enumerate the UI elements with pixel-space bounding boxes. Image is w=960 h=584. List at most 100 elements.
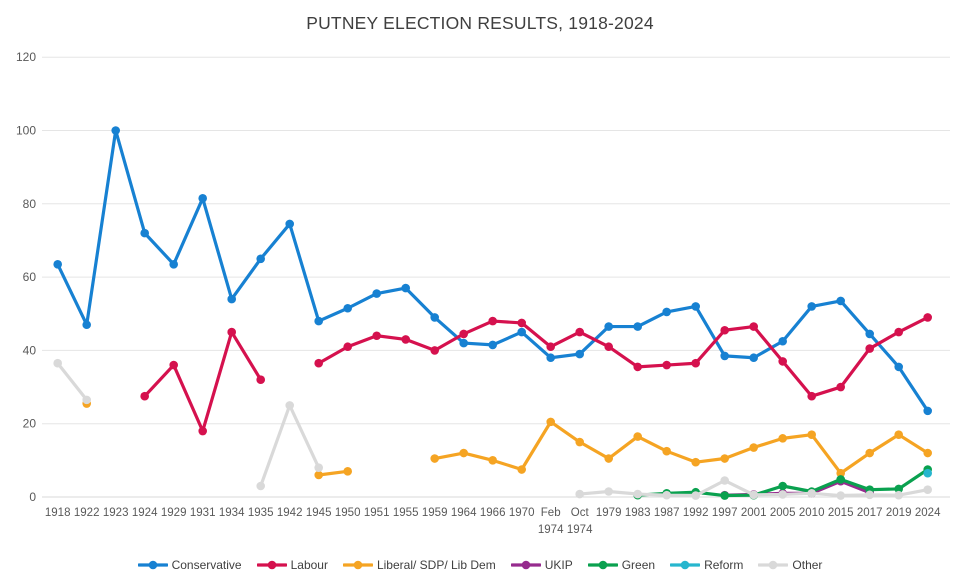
x-tick-label: 1966	[480, 507, 506, 519]
gridlines	[42, 56, 950, 498]
data-point	[865, 490, 874, 500]
x-tick-label: 1964	[451, 507, 477, 519]
data-point	[227, 327, 236, 337]
data-point	[488, 316, 498, 326]
y-tick-label: 60	[23, 270, 37, 284]
x-tick-label: 1923	[103, 507, 129, 519]
data-point	[720, 325, 729, 335]
data-point	[256, 481, 266, 491]
x-tick-label: 2024	[915, 507, 941, 519]
data-point	[111, 126, 120, 135]
legend: Conservative Labour Liberal/ SDP/ Lib Dem U…	[0, 558, 960, 572]
data-point	[343, 467, 353, 476]
series-line	[143, 330, 263, 433]
series-line	[56, 128, 930, 413]
legend-item-green: Green	[587, 558, 655, 572]
series-line	[433, 420, 930, 475]
x-tick-label: 1983	[625, 507, 651, 519]
data-point	[372, 289, 382, 298]
legend-label: Labour	[290, 558, 328, 572]
data-point	[575, 349, 584, 359]
data-point	[604, 487, 613, 496]
x-tick-label: 1918	[45, 507, 71, 519]
data-point	[691, 491, 700, 500]
data-point	[923, 313, 932, 322]
data-point	[662, 490, 671, 500]
x-tick-label: 1924	[132, 507, 158, 519]
x-tick-label: 1951	[364, 507, 390, 519]
x-tick-label: 1970	[509, 507, 535, 519]
data-point	[749, 490, 758, 500]
data-point	[778, 481, 787, 491]
x-axis-labels: 1918 1922 1923 1924 1929 1931 1934 1935 1942 1945…	[45, 507, 941, 536]
data-point	[82, 395, 91, 405]
data-point	[256, 375, 266, 385]
data-point	[314, 470, 324, 480]
data-point	[140, 391, 149, 401]
x-tick-label: 2010	[799, 507, 825, 519]
data-point	[575, 327, 584, 337]
data-point	[169, 259, 178, 269]
x-tick-label: 1942	[277, 507, 303, 519]
data-point	[285, 401, 295, 410]
x-tick-label: 1935	[248, 507, 274, 519]
x-tick-label: 1929	[161, 507, 187, 519]
data-point	[256, 254, 266, 264]
data-point	[430, 454, 440, 463]
data-point	[401, 335, 411, 344]
data-point	[430, 346, 440, 355]
series-line	[317, 315, 930, 398]
data-point	[923, 448, 932, 458]
data-point	[720, 351, 729, 361]
data-point	[865, 344, 874, 353]
y-tick-label: 0	[29, 490, 36, 504]
data-point	[546, 417, 555, 427]
x-tick-label: 1922	[74, 507, 100, 519]
data-point	[662, 307, 671, 317]
data-point	[314, 316, 324, 326]
data-point	[807, 430, 816, 439]
legend-label: Reform	[704, 558, 744, 572]
data-point	[923, 485, 932, 494]
legend-item-reform: Reform	[670, 558, 743, 572]
legend-item-liberal-sdp-lib-dem: Liberal/ SDP/ Lib Dem	[342, 558, 496, 572]
series-labour	[140, 313, 932, 436]
legend-marker-icon	[256, 560, 287, 570]
series-reform	[923, 468, 932, 478]
data-point	[575, 489, 584, 499]
data-point	[778, 490, 787, 499]
y-axis-labels: 0 20 40 60 80 100 120	[16, 50, 36, 504]
y-tick-label: 120	[16, 50, 36, 64]
data-point	[372, 331, 382, 341]
data-point	[778, 434, 787, 443]
legend-label: UKIP	[544, 558, 573, 572]
legend-item-other: Other	[758, 558, 822, 572]
data-point	[836, 382, 845, 392]
data-point	[865, 448, 874, 458]
data-point	[894, 362, 903, 372]
data-point	[923, 406, 932, 416]
data-point	[459, 448, 469, 458]
data-point	[720, 476, 729, 485]
data-point	[517, 327, 526, 337]
x-tick-label: Feb 1974	[538, 507, 564, 536]
data-point	[53, 259, 62, 269]
x-tick-label: 1992	[683, 507, 709, 519]
data-point	[894, 327, 903, 337]
data-point	[198, 426, 207, 436]
x-tick-label: 2015	[828, 507, 854, 519]
data-point	[720, 454, 729, 463]
data-point	[749, 443, 758, 452]
data-point	[82, 320, 91, 330]
data-point	[314, 463, 324, 472]
series-conservative	[53, 126, 932, 416]
data-point	[575, 437, 584, 447]
data-point	[894, 430, 903, 439]
x-tick-label: 1959	[422, 507, 448, 519]
x-tick-label: 1931	[190, 507, 216, 519]
series-line	[259, 403, 321, 488]
data-point	[662, 446, 671, 456]
x-tick-label: 1950	[335, 507, 361, 519]
x-tick-label: 1934	[219, 507, 245, 519]
